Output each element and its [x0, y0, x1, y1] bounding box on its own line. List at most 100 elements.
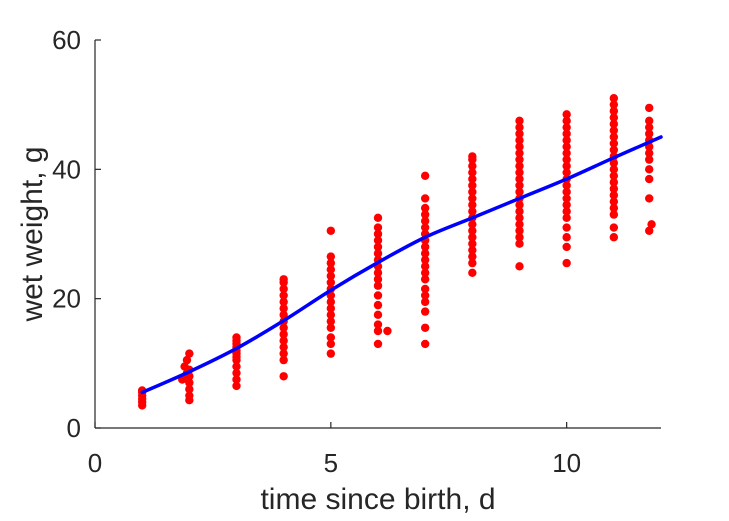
data-point: [515, 220, 524, 229]
fitted-curve: [140, 135, 663, 395]
data-point: [562, 148, 571, 158]
data-point: [468, 152, 477, 161]
data-point: [468, 181, 477, 190]
data-point: [609, 203, 619, 213]
data-point: [562, 187, 571, 197]
data-point: [645, 103, 654, 113]
data-point: [468, 207, 477, 216]
data-point: [515, 123, 524, 132]
data-point: [373, 326, 383, 336]
data-point: [468, 200, 477, 210]
data-point: [279, 275, 288, 284]
data-point: [645, 174, 654, 184]
data-point: [609, 158, 619, 168]
data-point: [420, 307, 430, 316]
data-point: [326, 258, 336, 268]
data-point: [420, 291, 430, 300]
x-tick-label: 5: [324, 448, 338, 478]
data-point: [562, 116, 571, 126]
data-point: [609, 126, 619, 135]
x-tick-label: 0: [88, 448, 102, 478]
data-point: [420, 255, 430, 265]
data-point: [279, 323, 288, 332]
x-axis-ticks: 0 5 10: [88, 422, 581, 478]
data-point: [609, 171, 619, 180]
data-point: [515, 161, 524, 171]
data-point: [373, 229, 383, 239]
data-point: [468, 194, 477, 203]
y-tick-label: 40: [52, 154, 81, 184]
data-point: [609, 113, 619, 122]
data-point: [420, 275, 430, 284]
data-point: [232, 375, 241, 384]
data-point: [279, 336, 288, 345]
data-point: [182, 355, 192, 365]
data-point: [373, 268, 383, 277]
data-point: [420, 339, 430, 349]
data-point: [326, 265, 336, 274]
data-point: [468, 187, 477, 197]
data-point: [515, 200, 524, 210]
data-point: [562, 123, 571, 132]
data-point: [562, 142, 571, 151]
x-tick-label: 10: [552, 448, 581, 478]
data-point: [645, 116, 654, 126]
y-tick-label: 60: [52, 25, 81, 55]
data-point: [420, 268, 430, 277]
data-point: [515, 174, 524, 184]
data-point: [420, 223, 430, 232]
data-point: [609, 223, 619, 232]
data-point: [515, 187, 524, 197]
data-point: [562, 200, 571, 210]
data-point: [562, 161, 571, 171]
data-point: [326, 333, 336, 342]
data-point: [515, 155, 524, 164]
data-point: [609, 210, 619, 219]
data-point: [562, 136, 571, 145]
data-point: [232, 362, 241, 371]
data-point: [373, 300, 383, 310]
data-point: [468, 245, 477, 255]
data-point: [373, 275, 383, 284]
data-point: [468, 174, 477, 184]
data-point: [326, 310, 336, 320]
data-point: [645, 165, 654, 174]
data-point: [609, 233, 619, 242]
data-point: [326, 317, 336, 326]
data-point: [373, 223, 383, 232]
data-point: [515, 116, 524, 126]
data-point: [420, 216, 430, 226]
data-point: [279, 372, 288, 381]
data-point: [420, 249, 430, 258]
data-point: [279, 304, 288, 313]
data-point: [373, 236, 383, 245]
data-point: [609, 100, 619, 109]
data-point: [468, 220, 477, 229]
data-point: [562, 233, 571, 242]
data-point: [515, 233, 524, 242]
data-point: [326, 297, 336, 307]
data-point: [468, 226, 477, 235]
data-point: [468, 268, 477, 277]
data-point: [185, 391, 194, 400]
data-point: [232, 381, 241, 391]
data-point: [609, 178, 619, 187]
data-point: [515, 207, 524, 216]
data-point: [562, 213, 571, 223]
data-point: [515, 168, 524, 177]
data-point: [515, 129, 524, 138]
data-point: [468, 239, 477, 248]
data-point: [562, 207, 571, 216]
data-point: [279, 355, 288, 365]
data-point: [373, 242, 383, 252]
data-point: [326, 339, 336, 349]
data-point: [420, 262, 430, 271]
data-point: [279, 330, 288, 339]
data-point: [515, 213, 524, 223]
data-point: [326, 323, 336, 332]
data-point: [468, 161, 477, 171]
data-point: [420, 284, 430, 294]
data-point: [279, 310, 288, 320]
data-point: [420, 203, 430, 213]
